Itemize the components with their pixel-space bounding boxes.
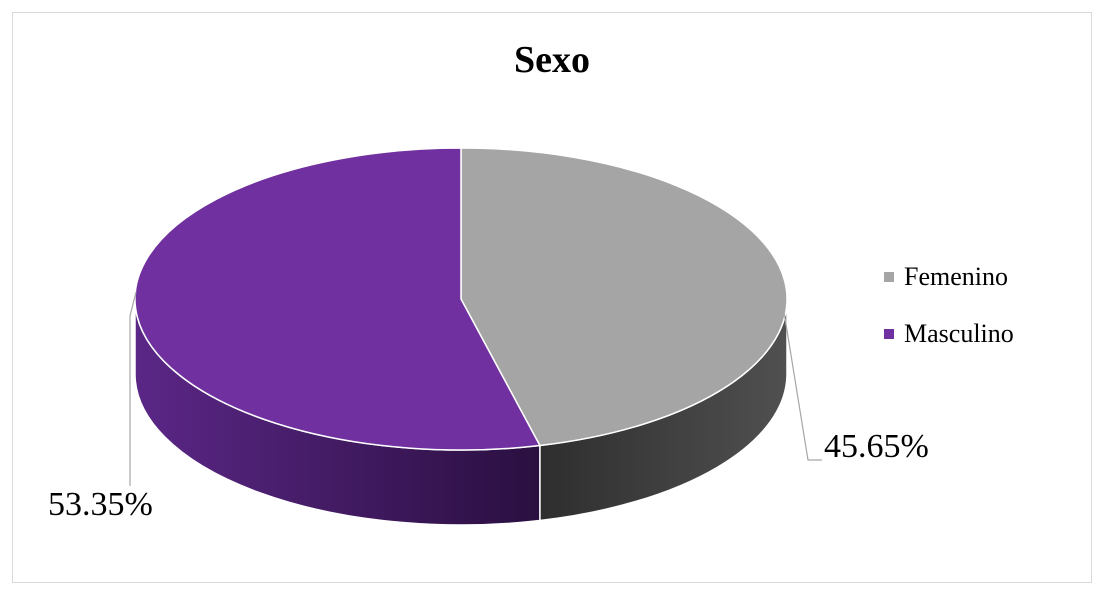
- legend: Femenino Masculino: [884, 262, 1014, 376]
- legend-label-masculino: Masculino: [904, 319, 1014, 349]
- data-label-femenino: 45.65%: [824, 428, 929, 466]
- data-label-masculino: 53.35%: [48, 486, 153, 524]
- legend-swatch-femenino: [884, 272, 894, 282]
- legend-item-femenino: Femenino: [884, 262, 1014, 292]
- legend-label-femenino: Femenino: [904, 262, 1008, 292]
- legend-item-masculino: Masculino: [884, 319, 1014, 349]
- legend-swatch-masculino: [884, 329, 894, 339]
